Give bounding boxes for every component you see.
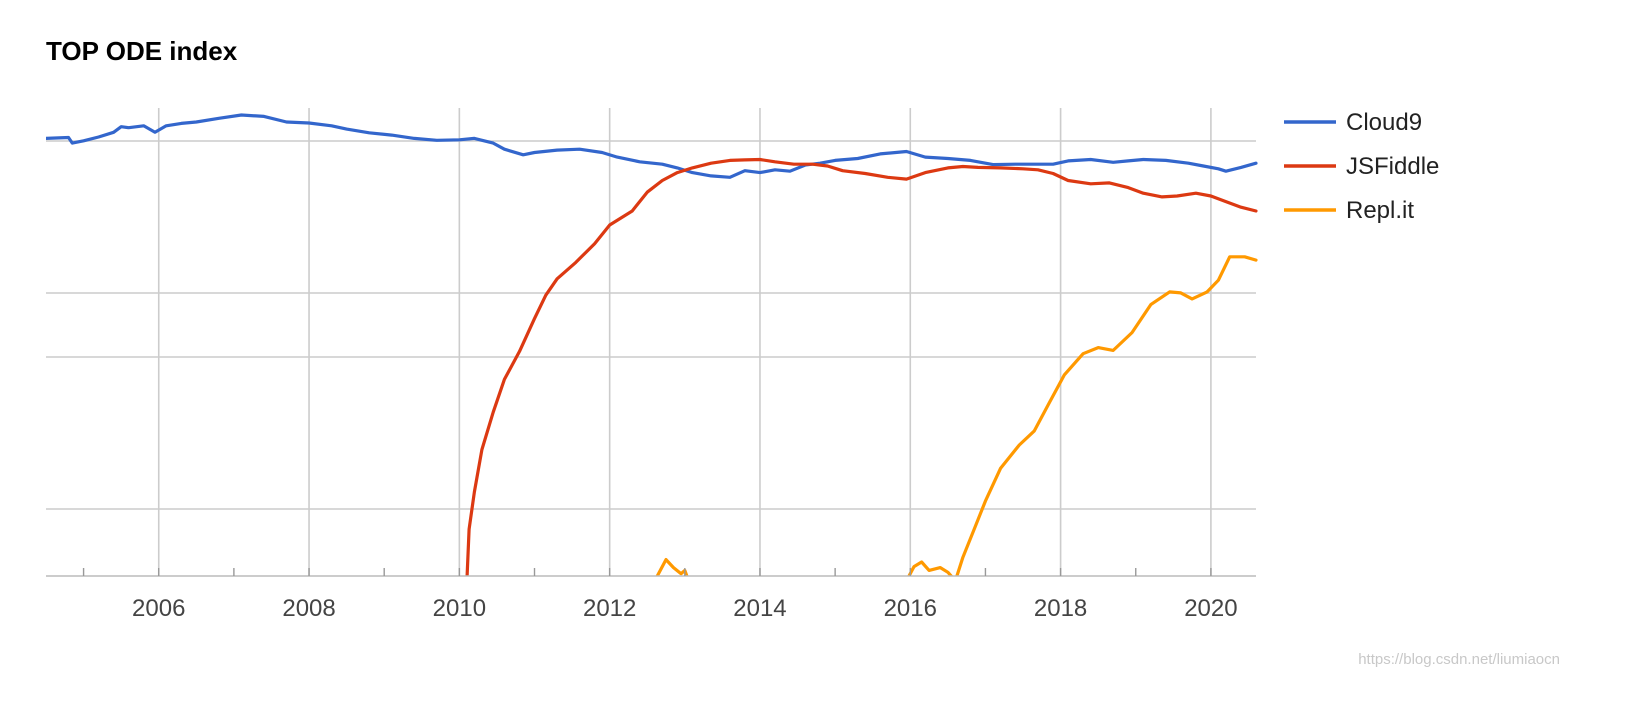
legend-label: Cloud9 [1346, 109, 1422, 136]
x-tick-label: 2012 [583, 595, 636, 622]
series-lines [46, 113, 1258, 576]
series-line-jsfiddle [465, 157, 1258, 576]
x-axis: 2006 2008 2010 2012 2014 2016 2018 2020 [46, 568, 1256, 622]
legend-item[interactable]: Repl.it [1284, 197, 1414, 224]
x-tick-label: 2018 [1034, 595, 1087, 622]
x-tick-label: 2020 [1184, 595, 1237, 622]
watermark: https://blog.csdn.net/liumiaocn [1358, 651, 1560, 668]
legend-item[interactable]: Cloud9 [1284, 109, 1422, 136]
x-tick-label: 2016 [884, 595, 937, 622]
x-tick-label: 2010 [433, 595, 486, 622]
legend-label: JSFiddle [1346, 153, 1439, 180]
chart-title: TOP ODE index [46, 36, 238, 66]
x-tick-label: 2008 [282, 595, 335, 622]
legend-label: Repl.it [1346, 197, 1414, 224]
legend: Cloud9 JSFiddle Repl.it [1284, 109, 1439, 224]
x-tick-label: 2006 [132, 595, 185, 622]
legend-item[interactable]: JSFiddle [1284, 153, 1439, 180]
series-line-repl-it [655, 255, 1258, 576]
grid-lines [46, 108, 1256, 576]
x-tick-label: 2014 [733, 595, 786, 622]
series-line-cloud9 [46, 113, 1258, 179]
